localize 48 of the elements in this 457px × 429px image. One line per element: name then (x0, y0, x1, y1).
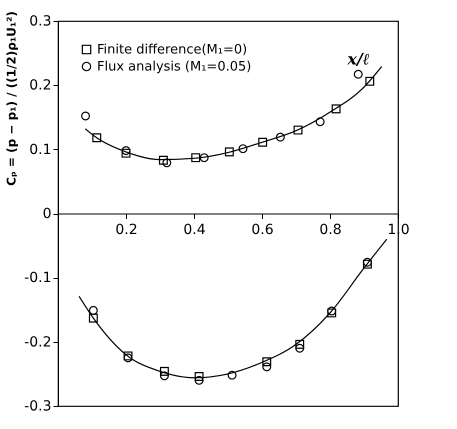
legend-label: Flux analysis (M₁=0.05) (97, 60, 252, 74)
point (158, 156, 168, 165)
point (295, 340, 304, 349)
point (294, 126, 303, 135)
point (160, 371, 169, 380)
legend-label: Finite difference(M₁=0) (97, 42, 248, 58)
point (258, 138, 268, 147)
x-tick-label: 0.8 (319, 222, 342, 238)
point (194, 372, 204, 381)
y-tick-label: -0.1 (24, 270, 52, 286)
point (262, 357, 272, 366)
y-axis-title: Cₚ = (p − p₁) / ((1/2)ρ₁U₁²) (4, 11, 18, 186)
y-tick-label: 0.2 (29, 78, 52, 94)
point (295, 344, 304, 353)
x-tick-label: 0.4 (183, 222, 206, 238)
point (122, 148, 130, 158)
y-tick-label: 0 (42, 206, 52, 222)
point (162, 158, 172, 168)
point (362, 260, 372, 269)
point (224, 147, 234, 156)
point (332, 104, 341, 114)
point (122, 146, 130, 156)
point (124, 351, 133, 360)
point (228, 370, 237, 380)
y-tick-label: 0.3 (29, 14, 52, 30)
point (362, 258, 372, 267)
y-tick-label: 0.1 (29, 142, 52, 158)
point (238, 144, 248, 154)
point (88, 306, 98, 315)
point (200, 153, 209, 162)
point (191, 153, 200, 162)
point (92, 133, 102, 142)
point (276, 132, 285, 142)
y-tick-label: -0.3 (24, 398, 52, 414)
x-tick-label: 0.6 (251, 222, 274, 238)
point (160, 366, 169, 376)
point (88, 314, 98, 323)
x-axis-title: x/ℓ (346, 50, 370, 68)
point (194, 376, 204, 385)
point (262, 362, 272, 372)
point (365, 76, 374, 86)
point (354, 70, 363, 79)
point (124, 353, 133, 362)
point (81, 112, 90, 120)
y-tick-label: -0.2 (24, 334, 52, 350)
x-tick-label: 0.2 (115, 222, 138, 238)
point (327, 308, 336, 318)
point (316, 117, 325, 126)
